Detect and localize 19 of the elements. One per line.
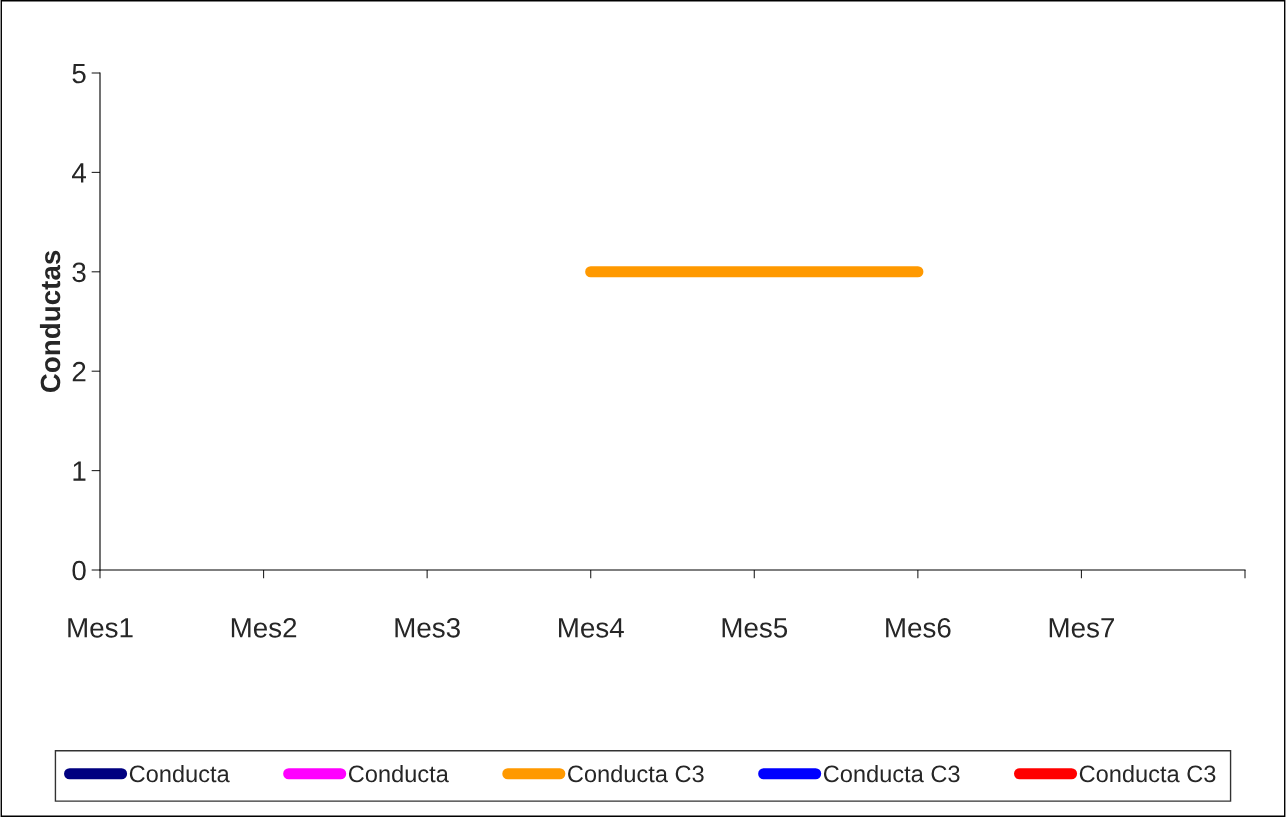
y-tick-label: 2 <box>72 361 86 382</box>
legend-label: Conducta C3 <box>823 764 960 783</box>
x-tick-label: Mes1 <box>68 618 133 638</box>
x-tick-label: Mes7 <box>1049 618 1114 638</box>
x-tick-label: Mes3 <box>395 617 460 638</box>
y-tick-label: 5 <box>72 63 86 84</box>
y-tick-label: 3 <box>72 262 86 283</box>
legend-label: Conducta C3 <box>568 764 704 783</box>
y-tick-label: 4 <box>72 163 86 183</box>
y-tick-label: 0 <box>72 560 86 581</box>
y-axis-title: Conductas <box>39 250 61 393</box>
y-tick-label: 1 <box>73 461 86 481</box>
x-tick-label: Mes4 <box>559 618 624 638</box>
legend-label: Conducta <box>129 764 230 783</box>
x-tick-label: Mes5 <box>722 618 788 638</box>
x-tick-label: Mes2 <box>231 617 297 638</box>
legend-label: Conducta C3 <box>1079 764 1216 783</box>
x-tick-label: Mes6 <box>886 617 951 638</box>
legend-label: Conducta <box>348 764 449 783</box>
